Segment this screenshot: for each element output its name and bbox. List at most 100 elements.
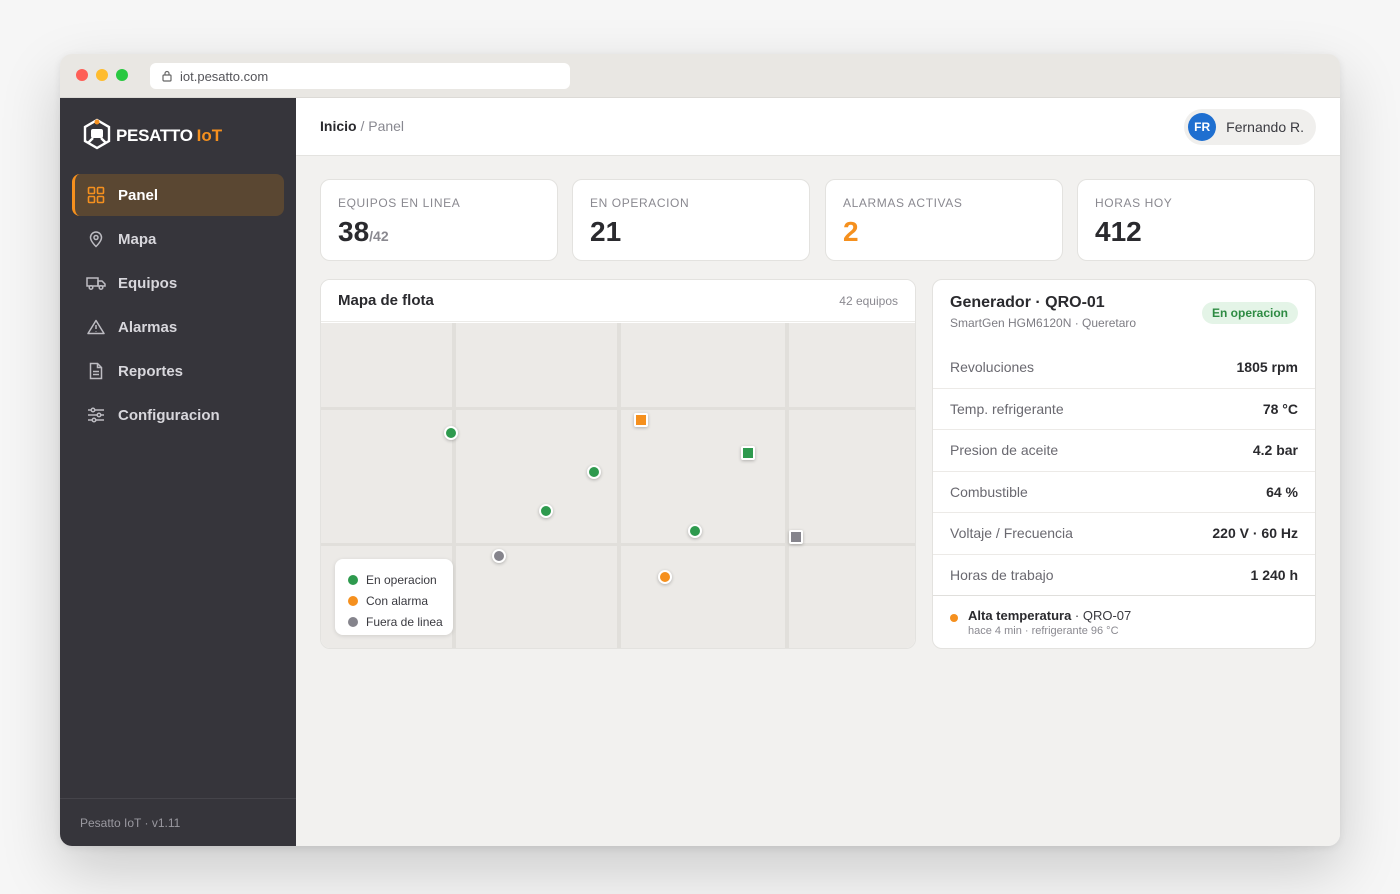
brand-logo[interactable]: PESATTO IoT: [80, 118, 222, 154]
warning-icon: [86, 317, 106, 337]
browser-window: iot.pesatto.com PESATTO IoT Panel: [60, 54, 1340, 846]
breadcrumb-home[interactable]: Inicio: [320, 118, 357, 134]
metric-value: 220 V · 60 Hz: [1212, 525, 1298, 542]
logo-mark-icon: [80, 117, 114, 156]
map-marker-operating[interactable]: [587, 465, 601, 479]
map-marker-operating[interactable]: [741, 446, 755, 460]
legend-item-offline: Fuera de linea: [348, 611, 453, 632]
sidebar-item-label: Mapa: [118, 230, 157, 248]
sidebar-item-reportes[interactable]: Reportes: [72, 350, 284, 392]
sidebar-item-label: Equipos: [118, 274, 178, 292]
breadcrumb-current: Panel: [368, 118, 405, 134]
sidebar-nav: Panel Mapa Equipos Alarmas: [72, 174, 284, 438]
kpi-total: /42: [369, 228, 389, 244]
legend-swatch: [348, 595, 358, 606]
sidebar-item-configuracion[interactable]: Configuracion: [72, 394, 284, 436]
user-name: Fernando R.: [1226, 119, 1304, 135]
map-road: [452, 323, 456, 648]
main-content: Inicio / Panel FR Fernando R. EQUIPOS EN…: [296, 98, 1340, 846]
metric-row-temp-refrigerante: Temp. refrigerante 78 °C: [933, 387, 1315, 430]
alarm-unit: · QRO-07: [1071, 608, 1132, 623]
metric-row-horas-trabajo: Horas de trabajo 1 240 h: [933, 553, 1315, 596]
fleet-map-card: Mapa de flota 42 equipos En ope: [320, 279, 916, 649]
kpi-card-alarmas-activas: ALARMAS ACTIVAS 2: [825, 179, 1063, 261]
sidebar-item-panel[interactable]: Panel: [72, 174, 284, 216]
sliders-icon: [86, 405, 106, 425]
brand-suffix: IoT: [196, 126, 223, 145]
alarm-notification[interactable]: Alta temperatura · QRO-07 hace 4 min · r…: [933, 595, 1315, 648]
legend-label: En operacion: [366, 572, 437, 587]
map-marker-operating[interactable]: [688, 524, 702, 538]
map-marker-operating[interactable]: [539, 504, 553, 518]
map-pin-icon: [86, 229, 106, 249]
generator-metrics: Revoluciones 1805 rpm Temp. refrigerante 7…: [933, 346, 1315, 595]
generator-subtitle: SmartGen HGM6120N · Queretaro: [950, 316, 1137, 330]
metric-value: 64 %: [1266, 483, 1298, 500]
map-marker-offline[interactable]: [492, 549, 506, 563]
map-marker-alarm[interactable]: [634, 413, 648, 427]
browser-titlebar: iot.pesatto.com: [60, 54, 1340, 98]
alarm-status-dot: [950, 614, 958, 622]
metric-value: 1805 rpm: [1236, 358, 1298, 375]
lock-icon: [162, 70, 172, 82]
kpi-label: ALARMAS ACTIVAS: [843, 196, 963, 210]
kpi-label: EQUIPOS EN LINEA: [338, 196, 461, 210]
map-marker-alarm[interactable]: [658, 570, 672, 584]
brand-name: PESATTO: [116, 126, 193, 145]
metric-value: 78 °C: [1262, 400, 1298, 417]
metric-label: Presion de aceite: [950, 442, 1059, 459]
map-road: [785, 323, 789, 648]
metric-row-presion-aceite: Presion de aceite 4.2 bar: [933, 429, 1315, 471]
version-label: Pesatto IoT · v1.11: [60, 798, 296, 846]
kpi-card-equipos-en-linea: EQUIPOS EN LINEA 38/42: [320, 179, 558, 261]
metric-value: 1 240 h: [1250, 566, 1298, 583]
breadcrumb-separator: /: [356, 118, 369, 134]
kpi-value: 21: [590, 216, 622, 247]
map-header: Mapa de flota 42 equipos: [321, 280, 915, 322]
kpi-card-horas-hoy: HORAS HOY 412: [1077, 179, 1315, 261]
kpi-value: 2: [843, 216, 859, 247]
map-equipment-count: 42 equipos: [839, 294, 898, 308]
kpi-label: EN OPERACION: [590, 196, 690, 210]
metric-label: Revoluciones: [950, 358, 1035, 375]
top-bar: Inicio / Panel FR Fernando R.: [296, 98, 1340, 156]
generator-title: Generador · QRO-01: [950, 294, 1105, 311]
avatar: FR: [1188, 113, 1217, 141]
map-road: [321, 407, 915, 410]
sidebar-item-alarmas[interactable]: Alarmas: [72, 306, 284, 348]
kpi-card-en-operacion: EN OPERACION 21: [572, 179, 810, 261]
map-road: [617, 323, 621, 648]
url-text: iot.pesatto.com: [180, 68, 269, 84]
legend-swatch: [348, 616, 358, 627]
sidebar-item-label: Alarmas: [118, 318, 178, 336]
close-window-button[interactable]: [76, 69, 88, 81]
fleet-map[interactable]: En operacion Con alarma Fuera de linea: [321, 323, 915, 648]
map-marker-operating[interactable]: [444, 426, 458, 440]
sidebar-item-label: Panel: [118, 186, 159, 204]
sidebar-item-label: Configuracion: [118, 406, 220, 424]
breadcrumb: Inicio / Panel: [320, 118, 404, 134]
document-icon: [86, 361, 106, 381]
address-bar[interactable]: iot.pesatto.com: [150, 63, 570, 89]
sidebar-item-equipos[interactable]: Equipos: [72, 262, 284, 304]
map-road: [321, 543, 915, 546]
metric-label: Voltaje / Frecuencia: [950, 525, 1073, 542]
minimize-window-button[interactable]: [96, 69, 108, 81]
map-marker-offline[interactable]: [789, 530, 803, 544]
alarm-title-line: Alta temperatura · QRO-07: [968, 608, 1315, 623]
sidebar-item-mapa[interactable]: Mapa: [72, 218, 284, 260]
metric-label: Combustible: [950, 483, 1028, 500]
truck-icon: [86, 273, 106, 293]
metric-row-revoluciones: Revoluciones 1805 rpm: [933, 346, 1315, 388]
legend-label: Con alarma: [366, 593, 429, 608]
user-menu[interactable]: FR Fernando R.: [1184, 109, 1316, 145]
sidebar: PESATTO IoT Panel Mapa Equipos: [60, 98, 296, 846]
metric-label: Temp. refrigerante: [950, 400, 1064, 417]
maximize-window-button[interactable]: [116, 69, 128, 81]
map-title: Mapa de flota: [338, 292, 434, 309]
status-badge: En operacion: [1201, 302, 1298, 324]
grid-icon: [86, 185, 106, 205]
kpi-number: 38: [338, 216, 370, 247]
kpi-value: 38/42: [338, 216, 389, 248]
metric-value: 4.2 bar: [1252, 442, 1298, 459]
